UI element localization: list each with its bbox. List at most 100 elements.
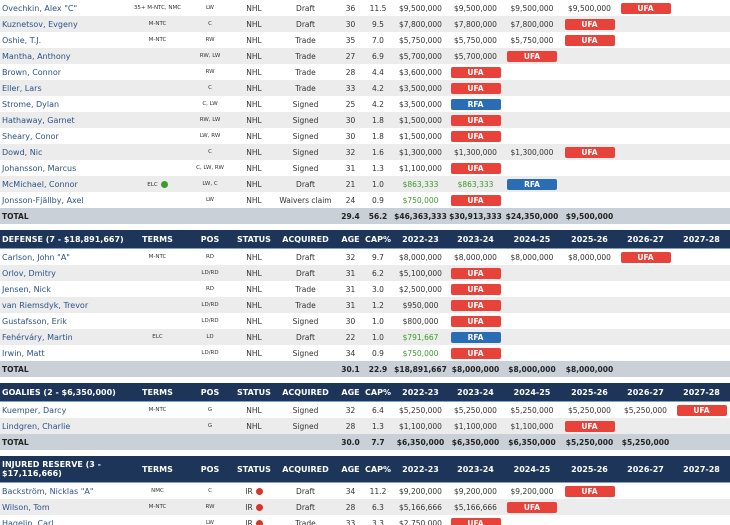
year-cell-text: $5,250,000: [624, 405, 667, 415]
status-badge: UFA: [450, 347, 501, 359]
total-year-text: $8,000,000: [451, 364, 500, 374]
year-cell: [618, 128, 673, 144]
year-cell: $800,000: [393, 313, 448, 329]
age: 32: [338, 402, 363, 419]
year-cell: [673, 128, 730, 144]
status-text: NHL: [246, 99, 262, 109]
cap-percent-text: 1.0: [372, 179, 384, 189]
position: RW, LW: [185, 48, 235, 64]
acquired-text: Draft: [296, 486, 315, 496]
header-cell: 2024-25: [503, 456, 561, 483]
year-cell: [503, 80, 561, 96]
acquired: Trade: [273, 32, 338, 48]
blank-cell: [273, 361, 338, 377]
acquired-text: Signed: [292, 131, 319, 141]
status-badge: UFA: [450, 114, 501, 126]
player-row: Irwin, Matt LD/RD NHL Signed 34 0.9 $750,000 UF…: [0, 345, 730, 361]
year-cell: $1,300,000: [393, 144, 448, 160]
player-name-text: Hathaway, Garnet: [2, 115, 75, 125]
player-name: McMichael, Connor: [0, 176, 130, 192]
status-text: NHL: [246, 51, 262, 61]
terms: 35+ M-NTC, NMC: [130, 0, 185, 16]
year-cell: [503, 329, 561, 345]
year-cell: UFA: [561, 144, 618, 160]
year-cell: [673, 281, 730, 297]
acquired-text: Trade: [295, 35, 316, 45]
year-cell-text: $5,250,000: [510, 405, 554, 415]
section-table: DEFENSE (7 - $18,891,667) TERMS POS STATUS A…: [0, 230, 730, 377]
player-row: Ovechkin, Alex "C" 35+ M-NTC, NMC LW NHL Dra…: [0, 0, 730, 16]
year-cell: $5,100,000: [393, 265, 448, 281]
year-cell: [618, 265, 673, 281]
cap-percent-text: 1.2: [372, 300, 384, 310]
terms-text: M-NTC: [148, 254, 167, 260]
acquired-text: Waivers claim: [279, 195, 332, 205]
year-cell: [618, 418, 673, 434]
player-name: Jensen, Nick: [0, 281, 130, 297]
blank-cell: [273, 434, 338, 450]
status: NHL: [235, 144, 273, 160]
year-cell: [561, 80, 618, 96]
player-name: Gustafsson, Erik: [0, 313, 130, 329]
cap-percent: 1.3: [363, 160, 393, 176]
year-cell: $8,000,000: [448, 249, 503, 266]
header-cell-text: 2026-27: [627, 464, 664, 474]
cap-percent: 6.2: [363, 265, 393, 281]
year-cell-text: $1,300,000: [399, 147, 442, 157]
year-cell: UFA: [448, 345, 503, 361]
age: 34: [338, 345, 363, 361]
player-row: van Riemsdyk, Trevor LD/RD NHL Trade 31 1.2 $9…: [0, 297, 730, 313]
status: NHL: [235, 345, 273, 361]
age-text: 28: [345, 421, 356, 431]
age: 28: [338, 418, 363, 434]
cap-percent-text: 4.2: [372, 99, 384, 109]
total-age: 30.0: [338, 434, 363, 450]
year-cell-text: $1,100,000: [510, 421, 554, 431]
year-cell: [673, 176, 730, 192]
status-text: NHL: [246, 421, 262, 431]
total-year: [673, 434, 730, 450]
year-cell: [618, 297, 673, 313]
year-cell: [618, 345, 673, 361]
header-cell-text: TERMS: [142, 464, 173, 474]
year-cell: [561, 176, 618, 192]
position: RW, LW: [185, 112, 235, 128]
position-text: LW: [206, 5, 214, 11]
header-cell: ACQUIRED: [273, 230, 338, 249]
age-text: 31: [345, 163, 356, 173]
year-cell-text: $863,333: [402, 179, 439, 189]
year-cell: $750,000: [393, 345, 448, 361]
age: 30: [338, 16, 363, 32]
year-cell: [673, 515, 730, 525]
section-table: INJURED RESERVE (3 - $17,116,666) TERMS PO…: [0, 456, 730, 525]
terms: [130, 160, 185, 176]
section-table: Ovechkin, Alex "C" 35+ M-NTC, NMC LW NHL Dra…: [0, 0, 730, 224]
age-text: 31: [345, 268, 356, 278]
year-cell: $5,750,000: [393, 32, 448, 48]
header-cell: STATUS: [235, 230, 273, 249]
player-name: Johansson, Marcus: [0, 160, 130, 176]
player-name: Brown, Connor: [0, 64, 130, 80]
elc-icon: [160, 180, 168, 188]
year-cell: UFA: [448, 515, 503, 525]
acquired-text: Draft: [296, 179, 315, 189]
status-badge: UFA: [564, 34, 615, 46]
total-year: $18,891,667: [393, 361, 448, 377]
status: NHL: [235, 16, 273, 32]
header-cell: INJURED RESERVE (3 - $17,116,666): [0, 456, 130, 483]
player-name-text: Irwin, Matt: [2, 348, 45, 358]
status: NHL: [235, 80, 273, 96]
year-cell: $5,166,666: [393, 499, 448, 515]
year-cell: $1,100,000: [393, 418, 448, 434]
age-text: 30: [345, 316, 356, 326]
header-cell: 2025-26: [561, 383, 618, 402]
total-year: $6,350,000: [393, 434, 448, 450]
cap-percent: 1.3: [363, 418, 393, 434]
acquired: Signed: [273, 112, 338, 128]
status-badge: UFA: [564, 146, 615, 158]
player-row: Kuznetsov, Evgeny M-NTC C NHL Draft 30 9.5 $7,8…: [0, 16, 730, 32]
terms: ELC: [130, 329, 185, 345]
acquired: Trade: [273, 64, 338, 80]
year-cell-text: $2,500,000: [399, 284, 442, 294]
player-row: Hathaway, Garnet RW, LW NHL Signed 30 1.8 $1,5…: [0, 112, 730, 128]
